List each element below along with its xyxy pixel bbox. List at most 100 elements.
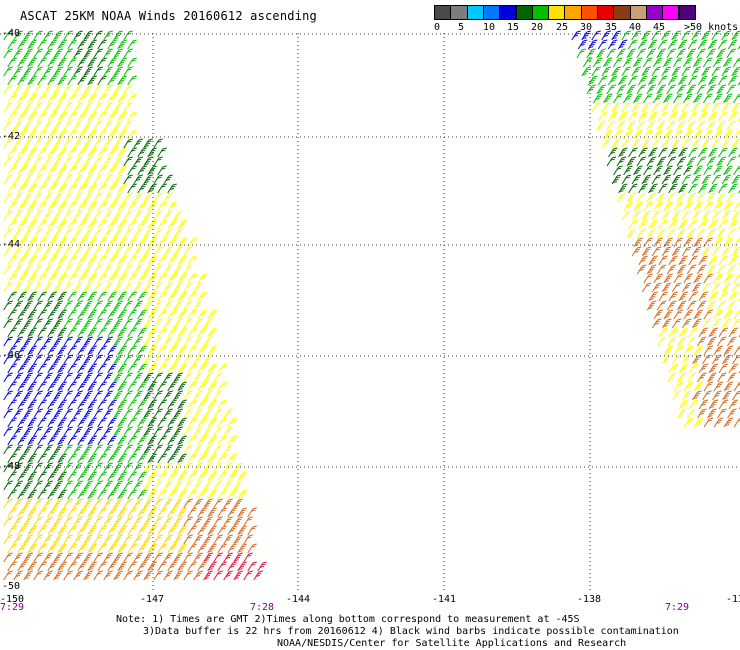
wind-barb bbox=[677, 39, 688, 50]
wind-barb bbox=[233, 462, 243, 473]
wind-barb bbox=[33, 318, 43, 329]
wind-barb bbox=[687, 336, 697, 347]
wind-barb bbox=[666, 228, 677, 239]
wind-barb bbox=[37, 75, 47, 86]
wind-barb bbox=[67, 111, 77, 122]
wind-barb bbox=[617, 39, 628, 50]
wind-barb bbox=[23, 210, 33, 221]
wind-barb bbox=[193, 498, 203, 509]
wind-barb bbox=[183, 408, 193, 419]
wind-barb bbox=[47, 435, 57, 446]
wind-barb bbox=[621, 102, 632, 113]
wind-barb bbox=[163, 552, 173, 563]
wind-barb bbox=[13, 462, 23, 473]
wind-barb bbox=[683, 165, 693, 176]
wind-barb bbox=[77, 255, 87, 266]
wind-barb bbox=[43, 66, 53, 77]
wind-barb bbox=[718, 291, 728, 302]
wind-barb bbox=[167, 381, 177, 392]
wind-barb bbox=[113, 66, 123, 77]
wind-barb bbox=[592, 93, 603, 104]
wind-barb bbox=[13, 246, 23, 257]
wind-barb bbox=[153, 480, 163, 491]
wind-barb bbox=[67, 201, 77, 212]
wind-barb bbox=[727, 372, 737, 383]
wind-barb bbox=[97, 237, 107, 248]
wind-barb bbox=[37, 237, 47, 248]
wind-barb bbox=[3, 552, 13, 563]
wind-barb bbox=[157, 471, 167, 482]
wind-barb bbox=[87, 273, 97, 284]
wind-barb bbox=[733, 130, 740, 140]
wind-barb bbox=[656, 48, 666, 59]
wind-barb bbox=[27, 489, 37, 500]
wind-barb bbox=[718, 327, 729, 338]
wind-barb bbox=[63, 372, 73, 383]
wind-barb bbox=[667, 372, 677, 383]
wind-barb bbox=[107, 345, 117, 356]
wind-barb bbox=[177, 237, 187, 248]
wind-barb bbox=[57, 129, 67, 140]
wind-barb bbox=[53, 390, 63, 401]
wind-barb bbox=[133, 210, 143, 221]
wind-barb bbox=[23, 516, 33, 527]
wind-barb bbox=[223, 480, 233, 491]
wind-barb bbox=[613, 165, 623, 176]
wind-barb bbox=[33, 480, 43, 491]
wind-barb bbox=[143, 462, 153, 473]
wind-barb bbox=[237, 507, 247, 518]
wind-barb bbox=[153, 192, 163, 203]
wind-barb bbox=[247, 525, 257, 536]
wind-barb bbox=[63, 282, 73, 293]
wind-barb bbox=[223, 516, 233, 527]
wind-barb bbox=[727, 39, 738, 50]
wind-barb bbox=[127, 471, 137, 482]
wind-barb bbox=[621, 174, 632, 185]
wind-barb bbox=[143, 552, 153, 563]
wind-barb bbox=[712, 354, 722, 365]
wind-barb bbox=[143, 228, 153, 239]
wind-barb bbox=[167, 561, 177, 572]
wind-barb bbox=[143, 534, 153, 545]
wind-barb bbox=[157, 507, 167, 518]
wind-barb bbox=[23, 426, 33, 437]
wind-barb bbox=[103, 354, 113, 365]
wind-barb bbox=[97, 255, 107, 266]
wind-barb bbox=[77, 453, 87, 464]
wind-barb bbox=[127, 543, 137, 554]
wind-barb bbox=[107, 165, 117, 176]
wind-barb bbox=[33, 84, 43, 95]
wind-barb bbox=[157, 165, 167, 176]
wind-barb bbox=[73, 102, 83, 113]
wind-barb bbox=[596, 120, 607, 131]
wind-barb bbox=[123, 246, 133, 257]
legend-label: 20 bbox=[531, 22, 544, 33]
wind-barb bbox=[677, 408, 687, 419]
wind-barb bbox=[213, 390, 223, 401]
wind-barb bbox=[626, 192, 637, 203]
wind-barb bbox=[647, 75, 658, 86]
wind-barb bbox=[117, 57, 127, 68]
wind-barb bbox=[33, 534, 43, 545]
time-label: 7:28 bbox=[250, 602, 274, 613]
wind-barb bbox=[672, 57, 683, 68]
wind-barb bbox=[3, 372, 13, 383]
wind-barb bbox=[682, 57, 693, 68]
wind-barb bbox=[732, 94, 740, 104]
wind-barb bbox=[693, 309, 704, 320]
wind-barb bbox=[113, 390, 123, 401]
wind-barb bbox=[173, 354, 183, 365]
wind-barb bbox=[673, 129, 683, 140]
wind-barb bbox=[673, 201, 683, 212]
wind-barb bbox=[107, 147, 117, 158]
wind-barb bbox=[731, 138, 740, 149]
wind-barb bbox=[107, 525, 117, 536]
wind-barb bbox=[163, 300, 173, 311]
wind-barb bbox=[641, 282, 652, 293]
wind-barb bbox=[3, 138, 13, 149]
wind-barb bbox=[706, 48, 716, 59]
wind-barb bbox=[67, 147, 77, 158]
wind-barb bbox=[133, 264, 143, 275]
wind-barb bbox=[63, 480, 73, 491]
wind-barb bbox=[107, 399, 117, 410]
